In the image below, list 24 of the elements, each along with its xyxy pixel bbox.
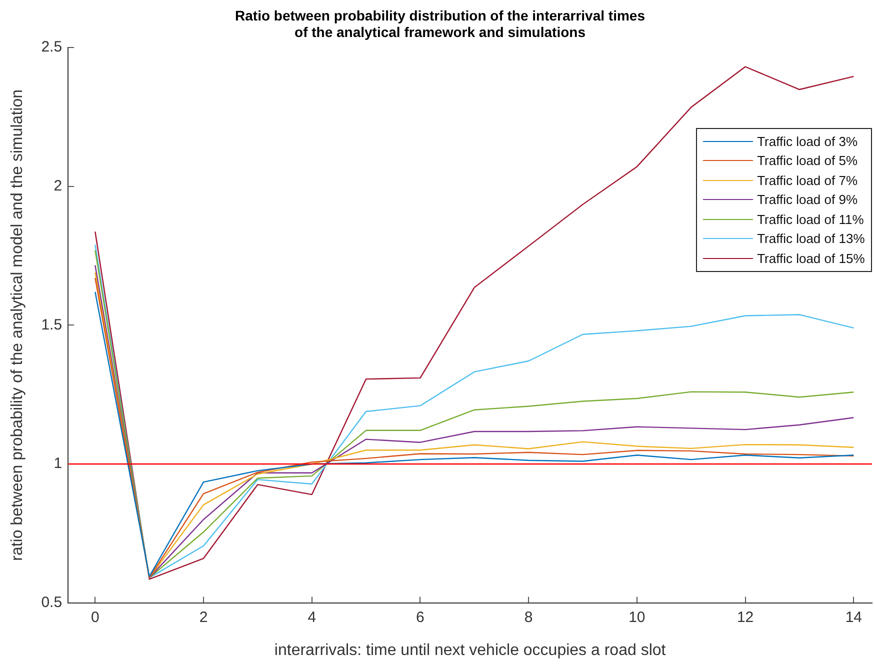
- y-tick-label: 1.5: [41, 316, 62, 334]
- x-tick-label: 8: [524, 608, 533, 626]
- legend-label: Traffic load of 13%: [756, 230, 865, 248]
- legend-label: Traffic load of 3%: [756, 132, 859, 151]
- y-tick-label: 2: [54, 178, 62, 195]
- y-axis-title: ratio between probability of the analytical model and the simulation: [9, 90, 26, 561]
- legend-label: Traffic load of 5%: [756, 152, 859, 170]
- x-tick-label: 6: [416, 608, 424, 626]
- y-tick-label: 2.5: [41, 38, 62, 56]
- x-tick-label: 0: [90, 608, 100, 626]
- y-tick-label: 0.5: [41, 594, 62, 611]
- text: Ratio between probability distribution of the interarrival times: [235, 7, 645, 24]
- x-tick-label: 2: [199, 608, 208, 626]
- x-tick-label: 10: [628, 608, 646, 626]
- text: of the analytical framework and simulations: [294, 24, 586, 40]
- y-tick-label: 1: [54, 455, 62, 472]
- legend-label: Traffic load of 7%: [756, 172, 859, 190]
- legend-label: Traffic load of 9%: [756, 191, 859, 210]
- x-tick-label: 12: [736, 608, 754, 626]
- legend-label: Traffic load of 15%: [756, 250, 865, 268]
- x-tick-label: 4: [308, 608, 316, 626]
- x-axis-title: interarrivals: time until next vehicle occupies a road slot: [274, 642, 666, 659]
- legend-label: Traffic load of 11%: [756, 210, 865, 229]
- x-tick-label: 14: [845, 608, 862, 626]
